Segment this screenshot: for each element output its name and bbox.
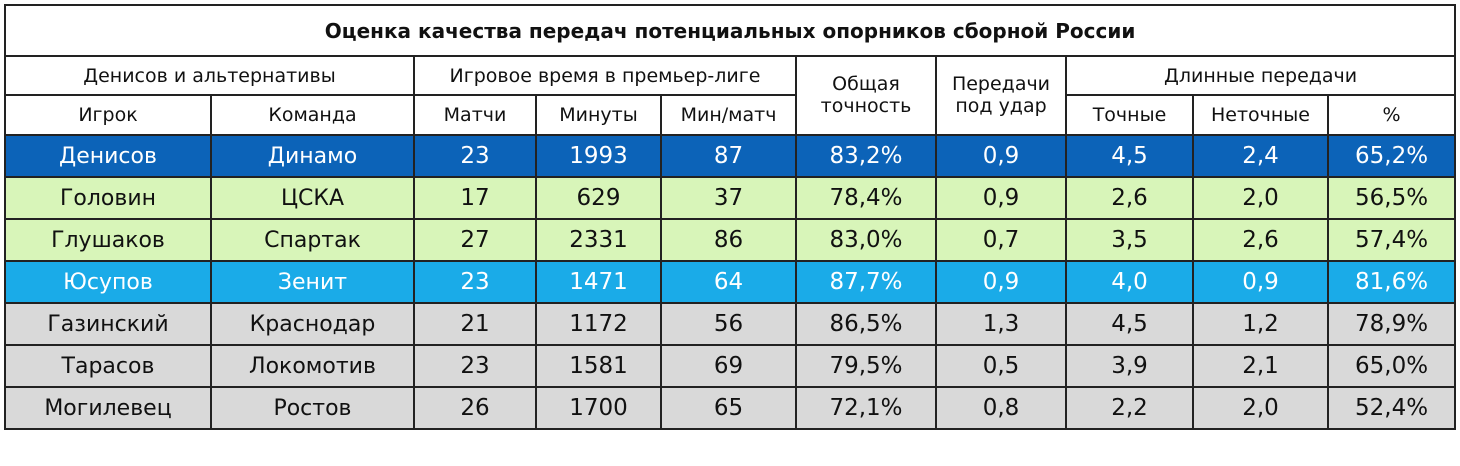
header-key-passes-top: Передачи — [935, 55, 1067, 95]
cell-player: Могилевец — [4, 386, 212, 430]
cell-minutes: 1700 — [535, 386, 662, 430]
cell-accuracy: 86,5% — [795, 302, 937, 346]
cell-long-pct: 65,2% — [1326, 134, 1457, 178]
cell-long-inaccurate: 1,2 — [1192, 302, 1329, 346]
cell-key-passes: 0,5 — [935, 344, 1067, 388]
group-header-playtime: Игровое время в премьер-лиге — [413, 55, 797, 96]
cell-min-per-match: 64 — [660, 260, 797, 304]
cell-matches: 21 — [413, 302, 537, 346]
cell-minutes: 1993 — [535, 134, 662, 178]
column-header-long-inaccurate: Неточные — [1192, 94, 1329, 136]
cell-key-passes: 0,9 — [935, 134, 1067, 178]
cell-team: Ростов — [210, 386, 415, 430]
cell-matches: 23 — [413, 134, 537, 178]
cell-key-passes: 0,9 — [935, 176, 1067, 220]
header-key-passes-bottom: под удар — [935, 95, 1067, 136]
column-header-long-accurate: Точные — [1065, 94, 1194, 136]
cell-min-per-match: 37 — [660, 176, 797, 220]
column-header-team: Команда — [210, 94, 415, 136]
cell-long-inaccurate: 2,0 — [1192, 386, 1329, 430]
column-header-minutes: Минуты — [535, 94, 662, 136]
passing-quality-table-wrapper: Оценка качества передач потенциальных оп… — [3, 4, 1457, 430]
table-row: Тарасов Локомотив 23 1581 69 79,5% 0,5 3… — [4, 344, 1457, 388]
passing-quality-table: Оценка качества передач потенциальных оп… — [3, 4, 1457, 430]
cell-matches: 27 — [413, 218, 537, 262]
cell-min-per-match: 65 — [660, 386, 797, 430]
cell-long-inaccurate: 2,6 — [1192, 218, 1329, 262]
cell-long-pct: 56,5% — [1326, 176, 1457, 220]
cell-minutes: 1581 — [535, 344, 662, 388]
cell-matches: 17 — [413, 176, 537, 220]
table-row: Газинский Краснодар 21 1172 56 86,5% 1,3… — [4, 302, 1457, 346]
cell-team: Зенит — [210, 260, 415, 304]
group-header-players: Денисов и альтернативы — [4, 55, 415, 96]
cell-player: Головин — [4, 176, 212, 220]
cell-long-pct: 81,6% — [1326, 260, 1457, 304]
header-accuracy-top: Общая — [795, 55, 937, 95]
column-header-matches: Матчи — [413, 94, 537, 136]
cell-minutes: 1172 — [535, 302, 662, 346]
cell-accuracy: 83,0% — [795, 218, 937, 262]
cell-team: Спартак — [210, 218, 415, 262]
table-row: Денисов Динамо 23 1993 87 83,2% 0,9 4,5 … — [4, 134, 1457, 178]
cell-long-pct: 78,9% — [1326, 302, 1457, 346]
cell-minutes: 2331 — [535, 218, 662, 262]
cell-long-accurate: 3,9 — [1065, 344, 1194, 388]
cell-player: Юсупов — [4, 260, 212, 304]
cell-long-accurate: 4,5 — [1065, 302, 1194, 346]
cell-min-per-match: 56 — [660, 302, 797, 346]
cell-long-inaccurate: 2,1 — [1192, 344, 1329, 388]
cell-accuracy: 87,7% — [795, 260, 937, 304]
cell-key-passes: 0,8 — [935, 386, 1067, 430]
cell-accuracy: 72,1% — [795, 386, 937, 430]
cell-player: Денисов — [4, 134, 212, 178]
cell-accuracy: 79,5% — [795, 344, 937, 388]
cell-long-inaccurate: 2,0 — [1192, 176, 1329, 220]
cell-long-accurate: 4,5 — [1065, 134, 1194, 178]
cell-accuracy: 83,2% — [795, 134, 937, 178]
cell-player: Газинский — [4, 302, 212, 346]
cell-team: Краснодар — [210, 302, 415, 346]
cell-long-accurate: 3,5 — [1065, 218, 1194, 262]
table-row: Глушаков Спартак 27 2331 86 83,0% 0,7 3,… — [4, 218, 1457, 262]
header-accuracy-bottom: точность — [795, 95, 937, 136]
cell-long-accurate: 4,0 — [1065, 260, 1194, 304]
table-row: Могилевец Ростов 26 1700 65 72,1% 0,8 2,… — [4, 386, 1457, 430]
cell-long-inaccurate: 2,4 — [1192, 134, 1329, 178]
cell-minutes: 629 — [535, 176, 662, 220]
cell-player: Тарасов — [4, 344, 212, 388]
table-row: Юсупов Зенит 23 1471 64 87,7% 0,9 4,0 0,… — [4, 260, 1457, 304]
group-header-long-passes: Длинные передачи — [1064, 55, 1457, 96]
cell-min-per-match: 69 — [660, 344, 797, 388]
column-header-long-pct: % — [1326, 94, 1457, 136]
cell-long-inaccurate: 0,9 — [1192, 260, 1329, 304]
cell-long-pct: 65,0% — [1326, 344, 1457, 388]
cell-long-accurate: 2,2 — [1065, 386, 1194, 430]
table-title: Оценка качества передач потенциальных оп… — [3, 4, 1457, 57]
column-header-player: Игрок — [4, 94, 212, 136]
cell-player: Глушаков — [4, 218, 212, 262]
cell-long-accurate: 2,6 — [1065, 176, 1194, 220]
cell-matches: 23 — [413, 344, 537, 388]
cell-team: Локомотив — [210, 344, 415, 388]
cell-long-pct: 57,4% — [1326, 218, 1457, 262]
cell-team: Динамо — [210, 134, 415, 178]
cell-key-passes: 1,3 — [935, 302, 1067, 346]
cell-key-passes: 0,9 — [935, 260, 1067, 304]
cell-min-per-match: 87 — [660, 134, 797, 178]
cell-accuracy: 78,4% — [795, 176, 937, 220]
cell-minutes: 1471 — [535, 260, 662, 304]
cell-long-pct: 52,4% — [1326, 386, 1457, 430]
cell-min-per-match: 86 — [660, 218, 797, 262]
cell-team: ЦСКА — [210, 176, 415, 220]
cell-key-passes: 0,7 — [935, 218, 1067, 262]
column-header-min-per-match: Мин/матч — [660, 94, 797, 136]
cell-matches: 26 — [413, 386, 537, 430]
cell-matches: 23 — [413, 260, 537, 304]
table-row: Головин ЦСКА 17 629 37 78,4% 0,9 2,6 2,0… — [4, 176, 1457, 220]
